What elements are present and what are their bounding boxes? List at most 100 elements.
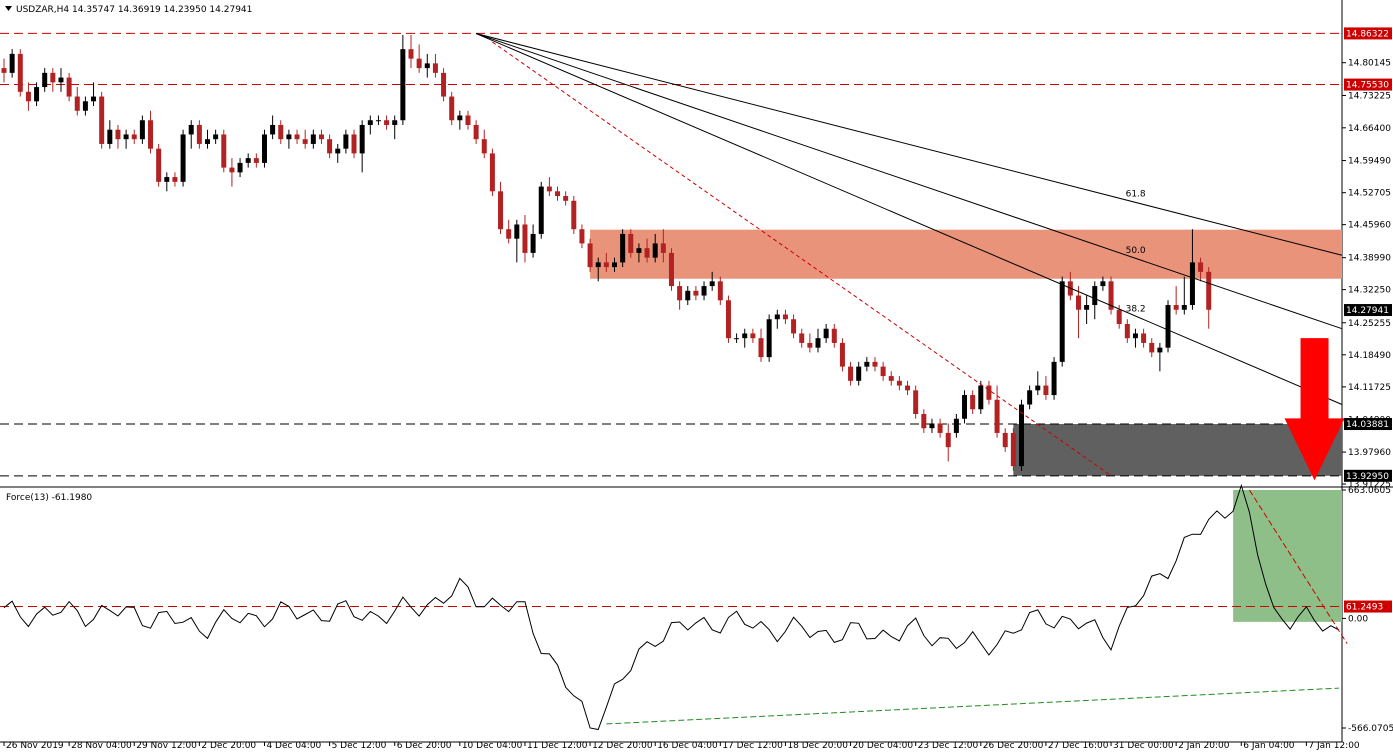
time-tick-label: 6 Dec 20:00 (397, 741, 452, 751)
fib-fan-line (475, 33, 1343, 330)
candle-body (506, 229, 512, 239)
candle-body (1100, 281, 1106, 287)
candle-body (571, 200, 577, 230)
candle-body (172, 177, 178, 182)
candle-body (50, 72, 56, 83)
candle-body (416, 58, 422, 69)
resistance-zone (590, 229, 1342, 279)
time-tick-label: 26 Nov 2019 (6, 741, 64, 751)
candle-body (758, 338, 764, 358)
candle-body (563, 196, 569, 201)
candle-body (392, 120, 398, 125)
candle-body (579, 229, 585, 244)
time-tick-label: 18 Dec 20:00 (787, 741, 848, 751)
candle-body (1051, 361, 1057, 396)
candle-body (945, 432, 951, 448)
collapse-triangle-icon[interactable] (5, 6, 12, 11)
candle-body (701, 286, 707, 296)
force-header: Force(13) -61.1980 (6, 493, 92, 503)
candle-body (66, 77, 72, 97)
candle-body (1, 68, 7, 73)
candle-body (921, 413, 927, 429)
candle-body (1181, 305, 1187, 310)
price-tick-label: 14.52705 (1348, 189, 1391, 199)
candle-body (139, 120, 145, 140)
candle-body (514, 224, 520, 239)
candle-body (766, 319, 772, 358)
candle-body (1198, 262, 1204, 272)
price-tick-label: 14.45960 (1348, 221, 1391, 231)
force-highlight-zone (1233, 490, 1342, 622)
candle-body (685, 290, 691, 301)
candle-body (791, 319, 797, 334)
candle-body (652, 243, 658, 258)
candle-body (595, 262, 601, 268)
level-tag (1344, 78, 1392, 91)
time-tick-label: 28 Nov 04:00 (71, 741, 132, 751)
candle-body (343, 134, 349, 149)
candle-body (318, 134, 324, 140)
candle-body (91, 96, 97, 102)
candle-body (449, 96, 455, 121)
candle-body (1132, 333, 1138, 339)
candle-body (1002, 432, 1008, 448)
candle-body (107, 129, 113, 144)
time-tick-label: 10 Dec 04:00 (462, 741, 523, 751)
candle-body (424, 63, 430, 69)
time-tick-label: 17 Dec 12:00 (722, 741, 783, 751)
candle-body (156, 148, 162, 182)
candle-body (367, 120, 373, 125)
candle-body (1010, 432, 1016, 467)
candle-body (750, 333, 756, 339)
time-tick-label: 26 Dec 20:00 (983, 741, 1044, 751)
candle-body (1116, 309, 1122, 324)
candle-body (123, 134, 129, 140)
candle-body (188, 124, 194, 135)
candle-body (986, 385, 992, 400)
fib-fan-label: 38.2 (1126, 305, 1146, 315)
time-tick-label: 11 Dec 12:00 (527, 741, 588, 751)
candle-body (400, 49, 406, 121)
candle-body (644, 248, 650, 258)
time-tick-label: 5 Dec 12:00 (332, 741, 387, 751)
candle-body (742, 333, 748, 339)
fib-fan-line (475, 33, 1343, 405)
candle-body (839, 342, 845, 367)
candle-body (807, 342, 813, 348)
candle-body (327, 139, 333, 154)
force-tick-label: -566.0705 (1348, 724, 1393, 734)
candle-body (253, 158, 259, 163)
fib-fan-label: 50.0 (1126, 246, 1146, 256)
candle-body (636, 248, 642, 253)
time-tick-label: 6 Jan 04:00 (1243, 741, 1295, 751)
candle-body (99, 96, 105, 144)
price-tick-label: 14.32250 (1348, 286, 1391, 296)
candle-body (180, 134, 186, 182)
candle-body (432, 63, 438, 73)
time-tick-label: 2 Jan 20:00 (1178, 741, 1230, 751)
candle-body (970, 395, 976, 410)
candle-body (213, 134, 219, 140)
price-tick-label: 13.97960 (1348, 448, 1391, 458)
candle-body (205, 139, 210, 144)
candle-body (782, 314, 788, 320)
candle-body (1165, 305, 1171, 348)
candle-body (498, 191, 504, 230)
current-price-label: 14.27941 (1346, 306, 1389, 316)
candle-body (58, 77, 64, 83)
candle-body (1157, 347, 1163, 353)
price-tick-label: 14.80145 (1348, 59, 1391, 69)
time-tick-label: 31 Dec 00:00 (1113, 741, 1174, 751)
candle-body (962, 395, 968, 419)
force-tick-label: 663.0605 (1348, 486, 1391, 496)
level-tag-label: 13.92950 (1346, 472, 1389, 482)
force-indicator-pane: 663.0605 0.00 -566.0705 61.2493 (0, 483, 1393, 734)
candle-body (1173, 305, 1179, 310)
candle-body (994, 399, 1000, 433)
candle-body (774, 314, 780, 320)
candle-body (375, 120, 381, 122)
candle-body (310, 134, 316, 144)
candle-body (880, 366, 886, 377)
candle-body (9, 53, 15, 73)
